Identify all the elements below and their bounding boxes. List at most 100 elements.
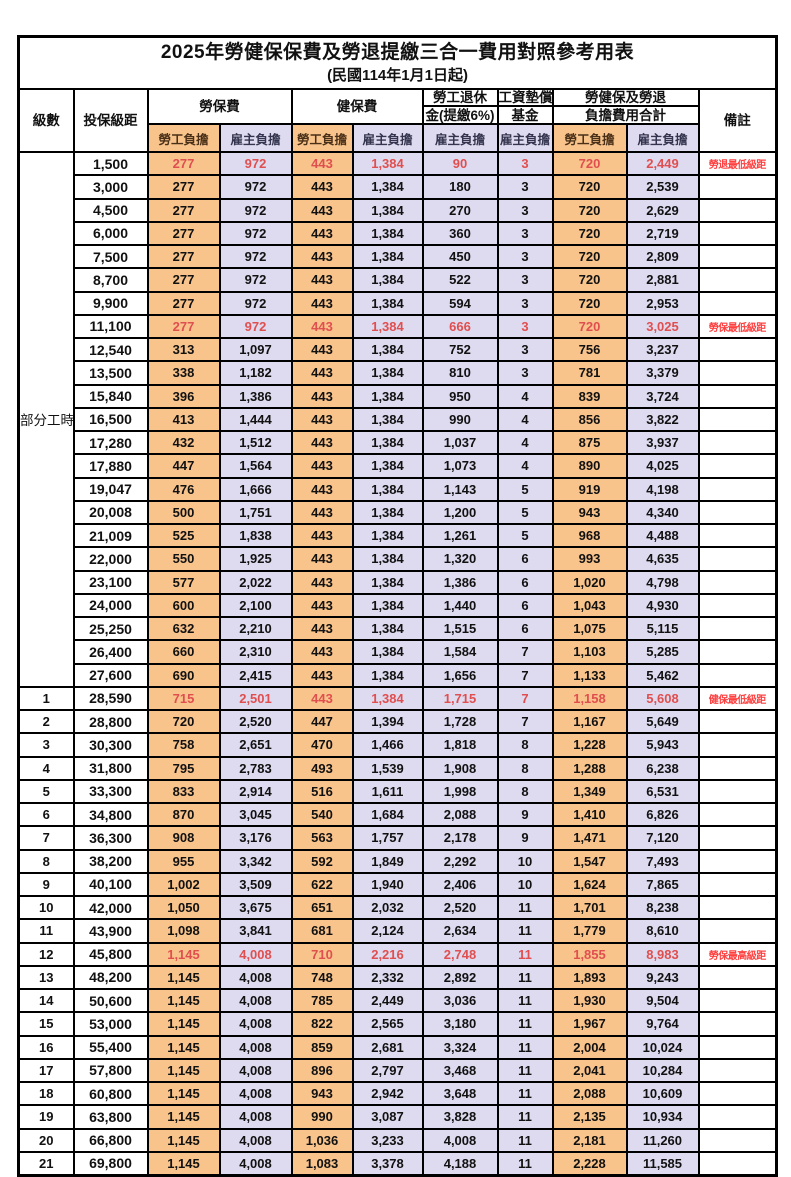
table-row: 3,000 277 972 443 1,384 180 3 720 2,539: [19, 174, 778, 200]
bracket-cell: 57,800: [72, 1057, 149, 1084]
value-cell: 11: [496, 894, 554, 921]
value-cell: 6,238: [625, 755, 700, 781]
value-cell: 3,828: [421, 1104, 499, 1130]
value-cell: 3,648: [421, 1080, 499, 1107]
remark-cell: [697, 522, 778, 549]
value-cell: 6: [496, 546, 554, 572]
value-cell: 1,384: [351, 662, 424, 688]
value-cell: 1,547: [551, 848, 628, 874]
remark-cell: [697, 569, 778, 595]
level-cell: 12: [17, 941, 75, 967]
remark-cell: 勞退最低級距: [697, 150, 778, 177]
value-cell: 1,167: [551, 708, 628, 735]
value-cell: 1,757: [351, 825, 424, 851]
level-cell: 11: [17, 918, 75, 944]
remark-cell: [697, 708, 778, 735]
remark-cell: 健保最低級距: [697, 685, 778, 712]
value-cell: 1,384: [351, 267, 424, 293]
remark-cell: [697, 499, 778, 526]
table-row: 23,100 577 2,022 443 1,384 1,386 6 1,020 4,798: [19, 569, 778, 595]
remark-cell: [697, 964, 778, 991]
value-cell: 1,384: [351, 243, 424, 270]
bracket-cell: 69,800: [72, 1150, 149, 1177]
value-cell: 720: [551, 267, 628, 293]
value-cell: 870: [146, 801, 221, 828]
table-body: 部分工時 1,500 277 972 443 1,384 90 3 720 2,449 勞退最低級距…: [17, 150, 778, 1177]
value-cell: 3,036: [421, 987, 499, 1014]
table-row: 17,280 432 1,512 443 1,384 1,037 4 875 3,937: [19, 429, 778, 456]
value-cell: 972: [218, 197, 293, 223]
value-cell: 1,384: [351, 220, 424, 247]
value-cell: 396: [146, 383, 221, 409]
value-cell: 2,539: [625, 174, 700, 200]
value-cell: 3: [496, 220, 554, 247]
value-cell: 7: [496, 662, 554, 688]
remark-cell: [697, 801, 778, 828]
level-cell: 10: [17, 894, 75, 921]
value-cell: 4,008: [218, 1011, 293, 1037]
value-cell: 10: [496, 871, 554, 898]
value-cell: 839: [551, 383, 628, 409]
value-cell: 1,666: [218, 476, 293, 502]
value-cell: 7: [496, 708, 554, 735]
value-cell: 681: [290, 918, 354, 944]
col-header-remark: 備註: [697, 88, 778, 153]
value-cell: 443: [290, 592, 354, 619]
value-cell: 4,008: [218, 987, 293, 1014]
value-cell: 795: [146, 755, 221, 781]
value-cell: 4,188: [421, 1150, 499, 1177]
remark-cell: [697, 243, 778, 270]
value-cell: 277: [146, 220, 221, 247]
value-cell: 3,841: [218, 918, 293, 944]
value-cell: 1,145: [146, 964, 221, 991]
value-cell: 4,008: [218, 1057, 293, 1084]
table-row: 11,100 277 972 443 1,384 666 3 720 3,025 勞保最低級距: [19, 313, 778, 340]
value-cell: 9,764: [625, 1011, 700, 1037]
value-cell: 2,953: [625, 290, 700, 316]
value-cell: 7,120: [625, 825, 700, 851]
value-cell: 1,611: [351, 778, 424, 805]
value-cell: 3,087: [351, 1104, 424, 1130]
value-cell: 4,008: [218, 964, 293, 991]
value-cell: 8,238: [625, 894, 700, 921]
value-cell: 752: [421, 336, 499, 363]
level-cell: 15: [17, 1011, 75, 1037]
value-cell: 1,384: [351, 197, 424, 223]
remark-cell: [697, 1127, 778, 1153]
remark-cell: [697, 546, 778, 572]
value-cell: 990: [290, 1104, 354, 1130]
table-row: 19,047 476 1,666 443 1,384 1,143 5 919 4,198: [19, 476, 778, 502]
value-cell: 592: [290, 848, 354, 874]
table-row: 4,500 277 972 443 1,384 270 3 720 2,629: [19, 197, 778, 223]
value-cell: 3,025: [625, 313, 700, 340]
bracket-cell: 30,300: [72, 732, 149, 758]
bracket-cell: 9,900: [72, 290, 149, 316]
value-cell: 443: [290, 360, 354, 386]
value-cell: 758: [146, 732, 221, 758]
value-cell: 11: [496, 1057, 554, 1084]
remark-cell: [697, 267, 778, 293]
value-cell: 516: [290, 778, 354, 805]
value-cell: 4,008: [218, 1034, 293, 1060]
bracket-cell: 8,700: [72, 267, 149, 293]
value-cell: 1,684: [351, 801, 424, 828]
bracket-cell: 13,500: [72, 360, 149, 386]
remark-cell: [697, 406, 778, 433]
bracket-cell: 63,800: [72, 1104, 149, 1130]
value-cell: 4,930: [625, 592, 700, 619]
value-cell: 1,384: [351, 360, 424, 386]
value-cell: 7: [496, 639, 554, 665]
table-row: 24,000 600 2,100 443 1,384 1,440 6 1,043 4,930: [19, 592, 778, 619]
value-cell: 1,145: [146, 1080, 221, 1107]
value-cell: 781: [551, 360, 628, 386]
value-cell: 1,145: [146, 1011, 221, 1037]
value-cell: 90: [421, 150, 499, 177]
value-cell: 720: [551, 290, 628, 316]
value-cell: 443: [290, 197, 354, 223]
col-header-total-line1: 勞健保及勞退: [551, 88, 700, 107]
value-cell: 11: [496, 1150, 554, 1177]
bracket-cell: 19,047: [72, 476, 149, 502]
value-cell: 3: [496, 336, 554, 363]
value-cell: 9,504: [625, 987, 700, 1014]
value-cell: 1,320: [421, 546, 499, 572]
